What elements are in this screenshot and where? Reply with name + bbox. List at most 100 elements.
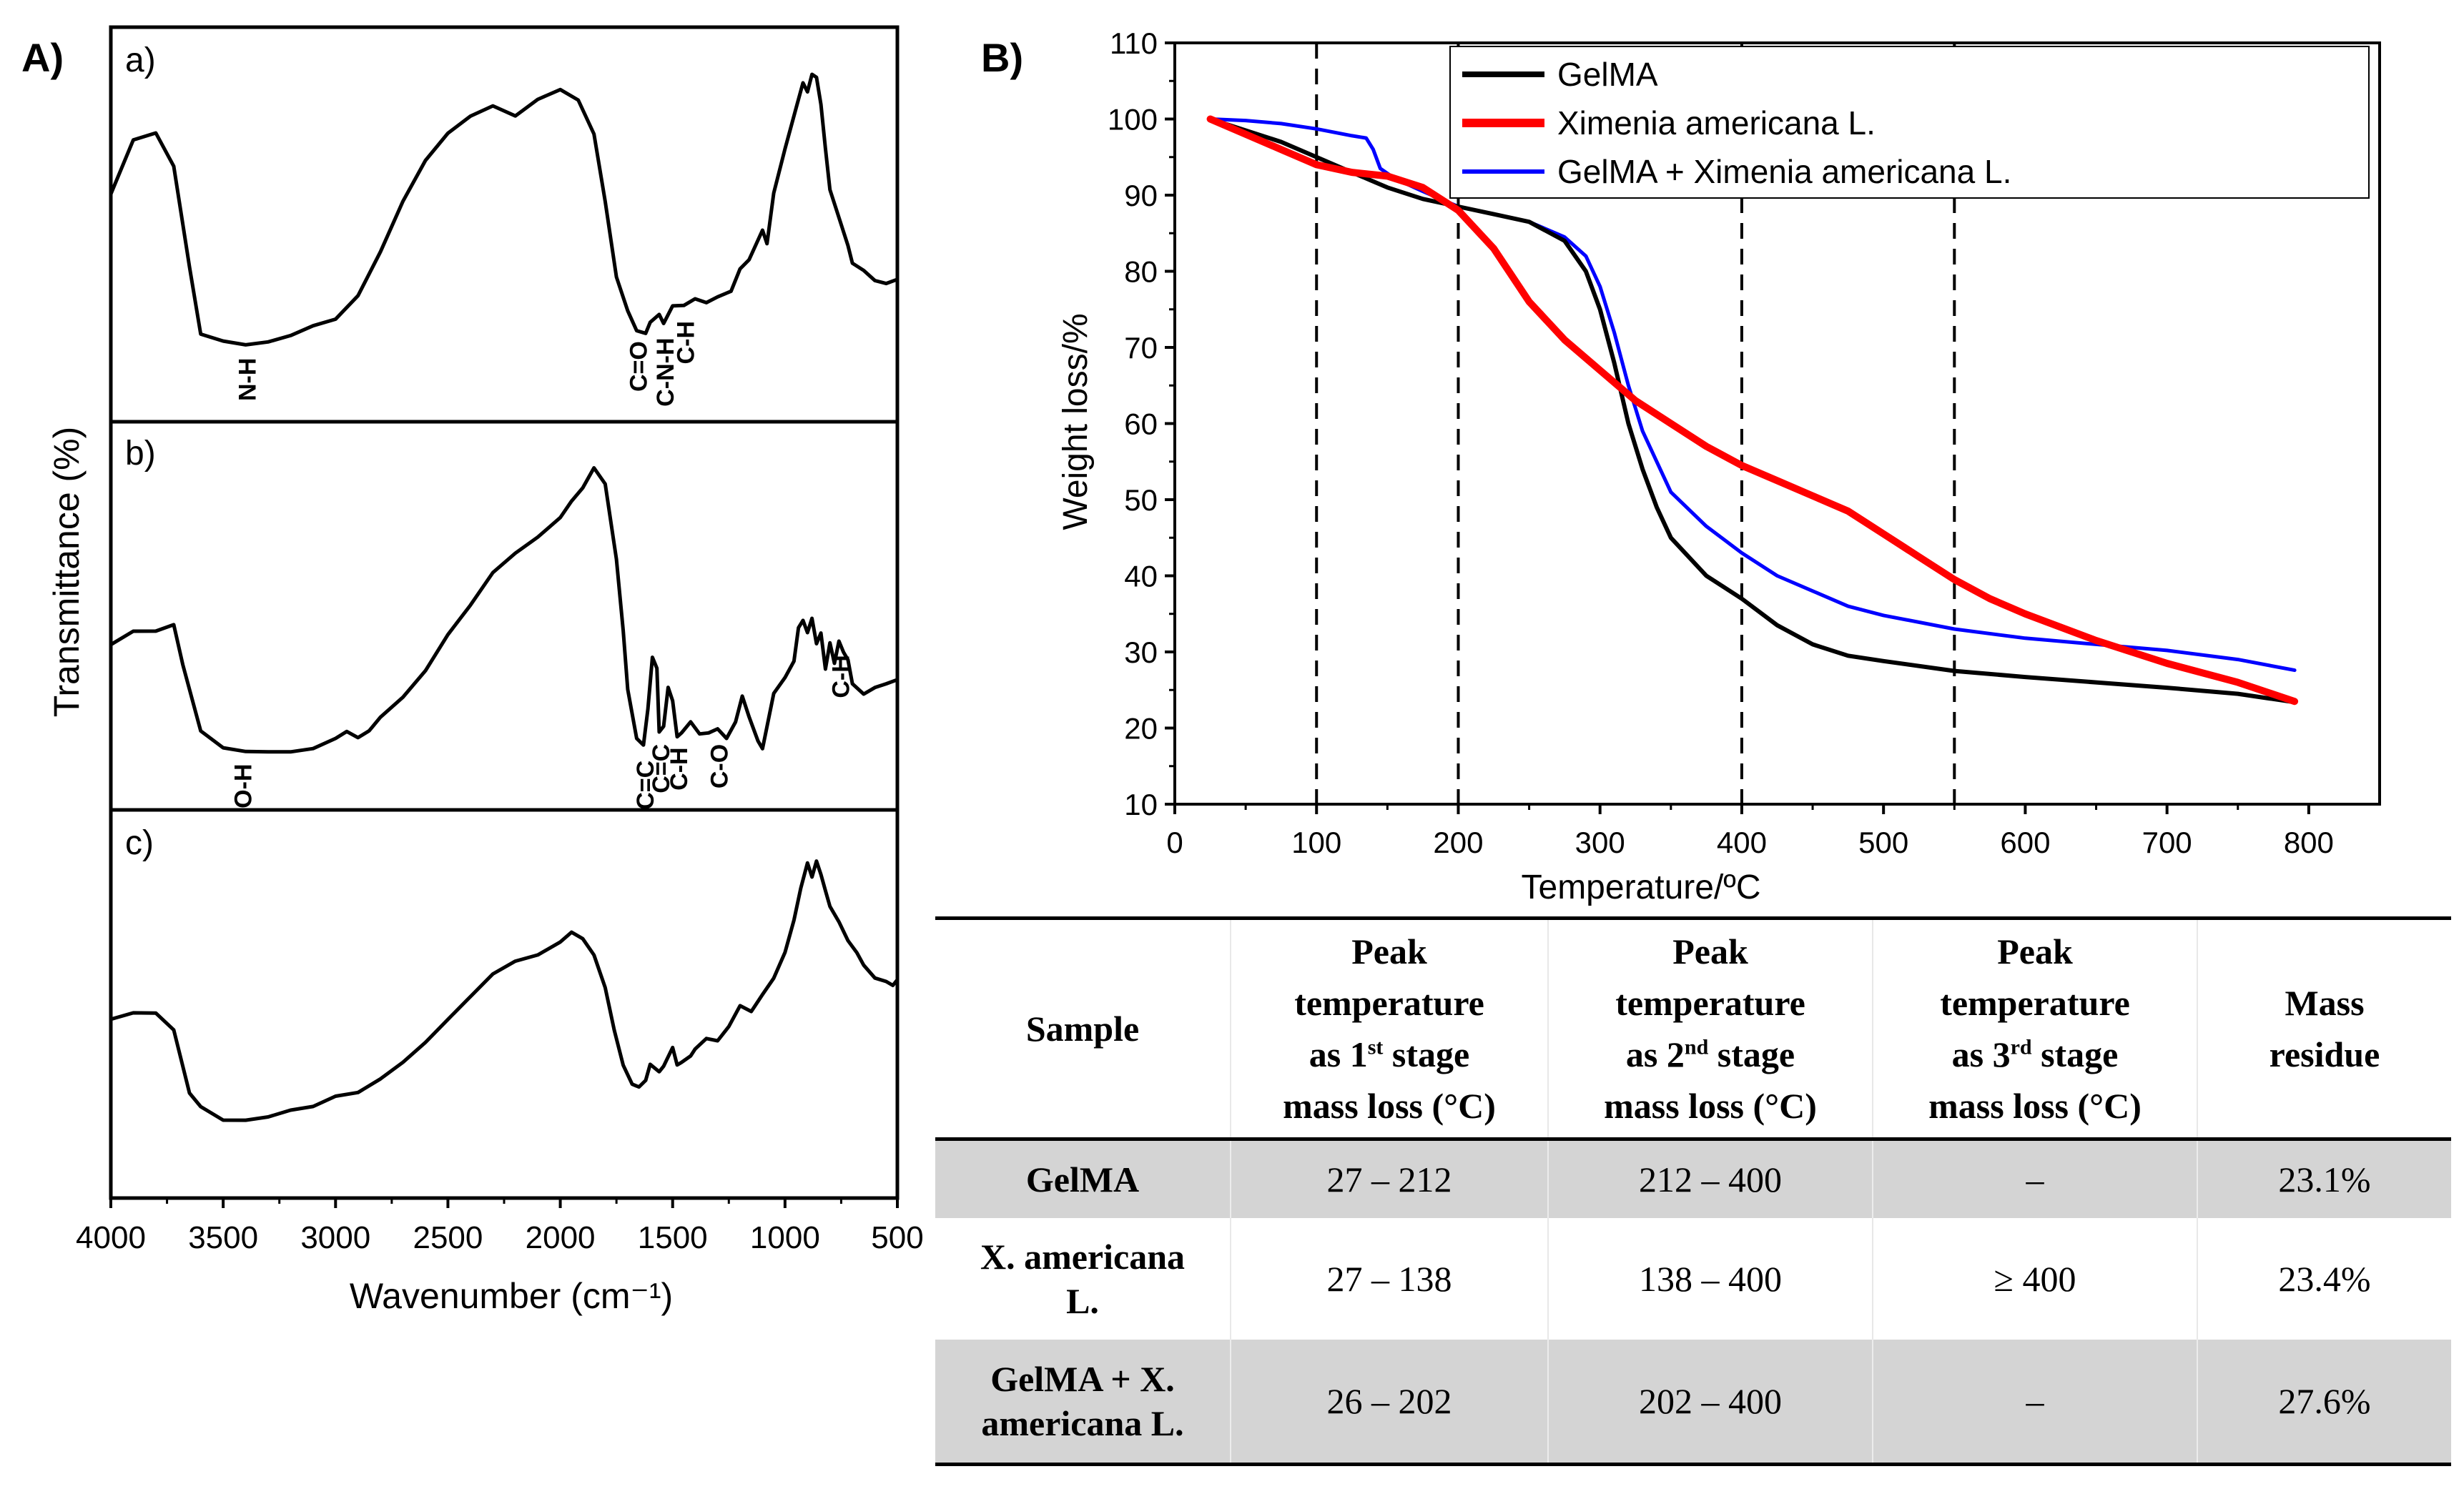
- row-sample: GelMA + X. americana L.: [935, 1339, 1231, 1465]
- row-stage2: 212 – 400: [1547, 1139, 1873, 1218]
- row-stage1: 27 – 138: [1230, 1217, 1548, 1340]
- tga-x-tick-label: 600: [2000, 826, 2050, 859]
- tga-x-tick-label: 500: [1858, 826, 1908, 859]
- row-stage1: 27 – 212: [1230, 1139, 1548, 1218]
- header-stage2-line2: temperature: [1615, 983, 1805, 1023]
- tga-series-ximenia: [1206, 115, 2299, 706]
- ftir-y-axis-label: Transmittance (%): [46, 427, 87, 718]
- ftir-x-tick-label: 3000: [300, 1220, 370, 1255]
- ftir-peak-annotation: O-H: [230, 764, 257, 808]
- ftir-peak-annotation: C-O: [706, 744, 734, 788]
- header-stage3: Peak temperature as 3rd stage mass loss …: [1872, 918, 2197, 1139]
- tga-x-tick-label: 300: [1575, 826, 1625, 859]
- tga-y-tick-label: 70: [1124, 331, 1158, 365]
- header-stage3-line4: mass loss (°C): [1928, 1086, 2142, 1126]
- ftir-peak-annotation: C-H: [827, 655, 854, 698]
- row-sample: GelMA: [935, 1139, 1231, 1218]
- row-sample: X. americana L.: [980, 1236, 1186, 1321]
- ftir-x-tick-label: 2500: [413, 1220, 483, 1255]
- ftir-subplot-frame: [109, 808, 900, 1200]
- tga-y-axis-label: Weight loss/%: [1057, 313, 1095, 530]
- header-stage1-line1: Peak: [1351, 931, 1427, 971]
- tga-summary-table: Sample Peak temperature as 1st stage mas…: [935, 916, 2451, 1466]
- ftir-chart: N-H C=O C-N-HC-HO-H C=CC=CC-H C-OC-H 4000 350…: [46, 25, 924, 1316]
- header-sample: Sample: [1025, 1009, 1140, 1049]
- tga-x-tick-label: 200: [1433, 826, 1483, 859]
- row-stage2: 202 – 400: [1547, 1339, 1873, 1465]
- ftir-subplot-a-label: a): [125, 41, 156, 79]
- row-residue: 23.4%: [2197, 1217, 2451, 1340]
- header-stage2-line3: as 2nd stage: [1625, 1034, 1795, 1074]
- header-stage2: Peak temperature as 2nd stage mass loss …: [1547, 918, 1873, 1139]
- ftir-peak-annotation: N-H: [235, 358, 262, 401]
- panel-b-label: B): [981, 35, 1024, 80]
- ftir-x-tick-label: 2000: [526, 1220, 596, 1255]
- header-stage3-line2: temperature: [1940, 983, 2130, 1023]
- ftir-peak-annotation: C-H: [666, 747, 693, 790]
- row-stage3: –: [1872, 1339, 2197, 1465]
- tga-y-tick-label: 10: [1124, 788, 1158, 821]
- header-stage2-line1: Peak: [1672, 931, 1748, 971]
- legend-label-ximenia: Ximenia americana L.: [1557, 104, 1876, 142]
- tga-legend: GelMA Ximenia americana L. GelMA + Ximen…: [1449, 46, 2370, 199]
- header-stage3-line3: as 3rd stage: [1951, 1034, 2119, 1074]
- table-row: GelMA 27 – 212 212 – 400 – 23.1%: [935, 1139, 2451, 1218]
- tga-x-tick-label: 800: [2284, 826, 2334, 859]
- tga-y-tick-label: 110: [1110, 26, 1158, 60]
- ftir-peak-annotation: C-H: [672, 321, 699, 364]
- ftir-subplot-c-label: c): [125, 824, 154, 862]
- tga-y-tick-label: 80: [1124, 255, 1158, 289]
- header-residue: Mass residue: [2197, 918, 2451, 1139]
- ftir-peak-annotation: C=O: [625, 341, 652, 392]
- row-stage2: 138 – 400: [1547, 1217, 1873, 1340]
- header-stage3-line1: Peak: [1997, 931, 2073, 971]
- ftir-x-tick-label: 3500: [188, 1220, 258, 1255]
- tga-x-tick-label: 400: [1717, 826, 1767, 859]
- ftir-subplot-b-label: b): [125, 435, 156, 473]
- tga-y-tick-label: 90: [1124, 179, 1158, 212]
- ftir-x-axis-label: Wavenumber (cm⁻¹): [350, 1276, 673, 1316]
- ftir-x-tick-label: 1000: [750, 1220, 820, 1255]
- ftir-peak-annotation: C=C: [632, 761, 659, 810]
- ftir-subplot-frame: [109, 420, 900, 812]
- ftir-spectrum-c: [110, 859, 899, 1122]
- tga-y-tick-label: 30: [1124, 635, 1158, 669]
- tga-y-tick-label: 60: [1124, 407, 1158, 441]
- row-stage3: –: [1872, 1139, 2197, 1218]
- table-row: X. americana L. 27 – 138 138 – 400 ≥ 400 …: [935, 1217, 2451, 1340]
- row-stage3: ≥ 400: [1872, 1217, 2197, 1340]
- tga-series-gelma: [1208, 117, 2297, 705]
- ftir-subplot-frame: [109, 25, 900, 424]
- tga-x-tick-label: 700: [2142, 826, 2192, 859]
- tga-x-axis-label: Temperature/ºC: [1522, 869, 1761, 906]
- row-residue: 27.6%: [2197, 1339, 2451, 1465]
- tga-series-gelma-ximenia: [1208, 117, 2297, 673]
- ftir-spectrum-a: [109, 72, 898, 347]
- ftir-x-tick-label: 1500: [638, 1220, 708, 1255]
- ftir-x-tick-label: 500: [871, 1220, 923, 1255]
- header-stage1-line4: mass loss (°C): [1283, 1086, 1496, 1126]
- table-row: GelMA + X. americana L. 26 – 202 202 – 40…: [935, 1339, 2451, 1465]
- table-header-row: Sample Peak temperature as 1st stage mas…: [935, 918, 2451, 1139]
- legend-label-gelma: GelMA: [1557, 56, 1658, 93]
- ftir-peak-annotation: C-N-H: [652, 338, 679, 407]
- tga-y-tick-label: 100: [1108, 103, 1158, 137]
- tga-y-tick-label: 50: [1124, 483, 1158, 517]
- row-residue: 23.1%: [2197, 1139, 2451, 1218]
- ftir-spectrum-b: [109, 466, 898, 754]
- header-stage1-line2: temperature: [1294, 983, 1484, 1023]
- tga-x-tick-label: 100: [1291, 826, 1341, 859]
- header-stage2-line4: mass loss (°C): [1604, 1086, 1817, 1126]
- header-residue-line2: residue: [2269, 1034, 2380, 1074]
- ftir-peak-annotation: C=C: [648, 744, 675, 793]
- header-stage1-line3: as 1st stage: [1309, 1034, 1470, 1074]
- header-residue-line1: Mass: [2285, 983, 2365, 1023]
- tga-chart: 0 100 200 300 400 500 600 700 800 10 20 30 40 50 60 70 8…: [1057, 26, 2381, 906]
- tga-y-tick-label: 40: [1124, 560, 1158, 593]
- header-stage1: Peak temperature as 1st stage mass loss …: [1230, 918, 1548, 1139]
- tga-y-tick-label: 20: [1124, 712, 1158, 746]
- row-stage1: 26 – 202: [1230, 1339, 1548, 1465]
- panel-a-label: A): [21, 35, 64, 80]
- ftir-x-tick-label: 4000: [76, 1220, 146, 1255]
- legend-label-gelma-ximenia: GelMA + Ximenia americana L.: [1557, 153, 2011, 190]
